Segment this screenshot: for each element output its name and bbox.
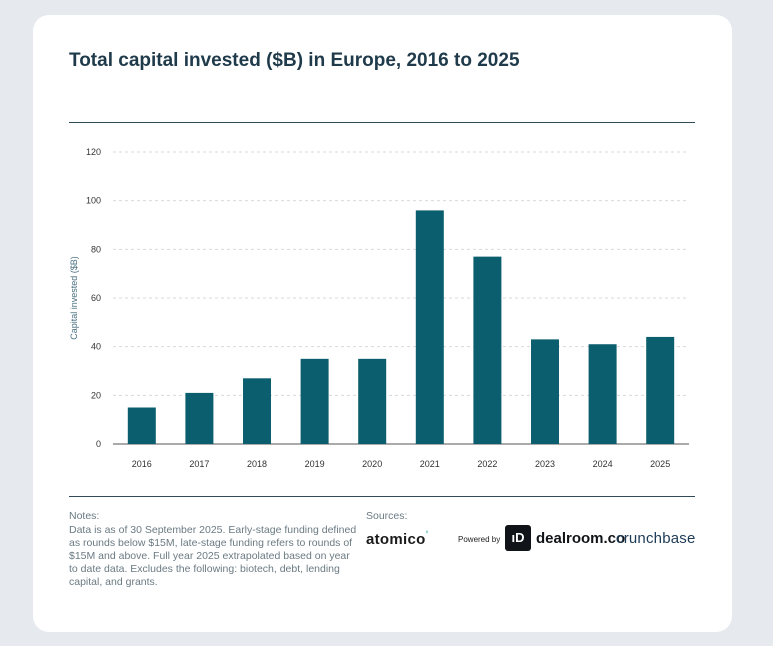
atomico-logo-mark: ° [425, 531, 429, 538]
x-tick-labels: 2016 2017 2018 2019 2020 2021 2022 2023 2024 2025 [132, 459, 670, 469]
bar-2017 [185, 392, 214, 444]
bar-2025 [646, 336, 675, 444]
y-tick-label: 60 [91, 293, 101, 303]
bar-chart: 0 20 40 60 80 100 120 2016 2017 2018 2019 2020 2021… [69, 147, 689, 469]
y-tick-label: 120 [86, 147, 101, 157]
bar-2016 [127, 407, 156, 444]
x-tick-label-2018: 2018 [247, 459, 267, 469]
y-tick-label: 100 [86, 196, 101, 206]
y-tick-label: 40 [91, 342, 101, 352]
x-tick-label-2022: 2022 [477, 459, 497, 469]
bar-2023 [531, 339, 559, 444]
y-tick-label: 0 [96, 439, 101, 449]
bars [127, 210, 675, 444]
bar-2024 [588, 344, 617, 444]
dealroom-icon: ıD [505, 525, 531, 551]
y-tick-labels: 0 20 40 60 80 100 120 [86, 147, 101, 449]
notes-heading: Notes: [69, 510, 100, 522]
chart-card: Total capital invested ($B) in Europe, 2… [33, 15, 732, 632]
top-divider [69, 122, 695, 123]
bar-2019 [300, 358, 329, 444]
y-tick-label: 20 [91, 390, 101, 400]
sources-heading: Sources: [366, 510, 408, 522]
dealroom-logo: dealroom.co [536, 530, 626, 547]
x-tick-label-2020: 2020 [362, 459, 382, 469]
bar-2020 [358, 358, 387, 444]
y-tick-label: 80 [91, 244, 101, 254]
notes-text: Data is as of 30 September 2025. Early-s… [69, 524, 357, 588]
y-axis-label: Capital invested ($B) [69, 256, 79, 340]
x-tick-label-2023: 2023 [535, 459, 555, 469]
powered-by-label: Powered by [458, 535, 501, 544]
x-tick-label-2017: 2017 [189, 459, 209, 469]
x-tick-label-2025: 2025 [650, 459, 670, 469]
bar-2018 [243, 378, 271, 444]
bottom-divider [69, 496, 695, 497]
x-tick-label-2021: 2021 [420, 459, 440, 469]
crunchbase-logo: crunchbase [616, 530, 696, 547]
bar-2022 [473, 256, 502, 444]
chart-title: Total capital invested ($B) in Europe, 2… [69, 50, 520, 71]
x-tick-label-2024: 2024 [593, 459, 613, 469]
bar-2021 [415, 210, 444, 444]
x-tick-label-2019: 2019 [305, 459, 325, 469]
atomico-logo: atomico° [366, 531, 429, 548]
x-tick-label-2016: 2016 [132, 459, 152, 469]
